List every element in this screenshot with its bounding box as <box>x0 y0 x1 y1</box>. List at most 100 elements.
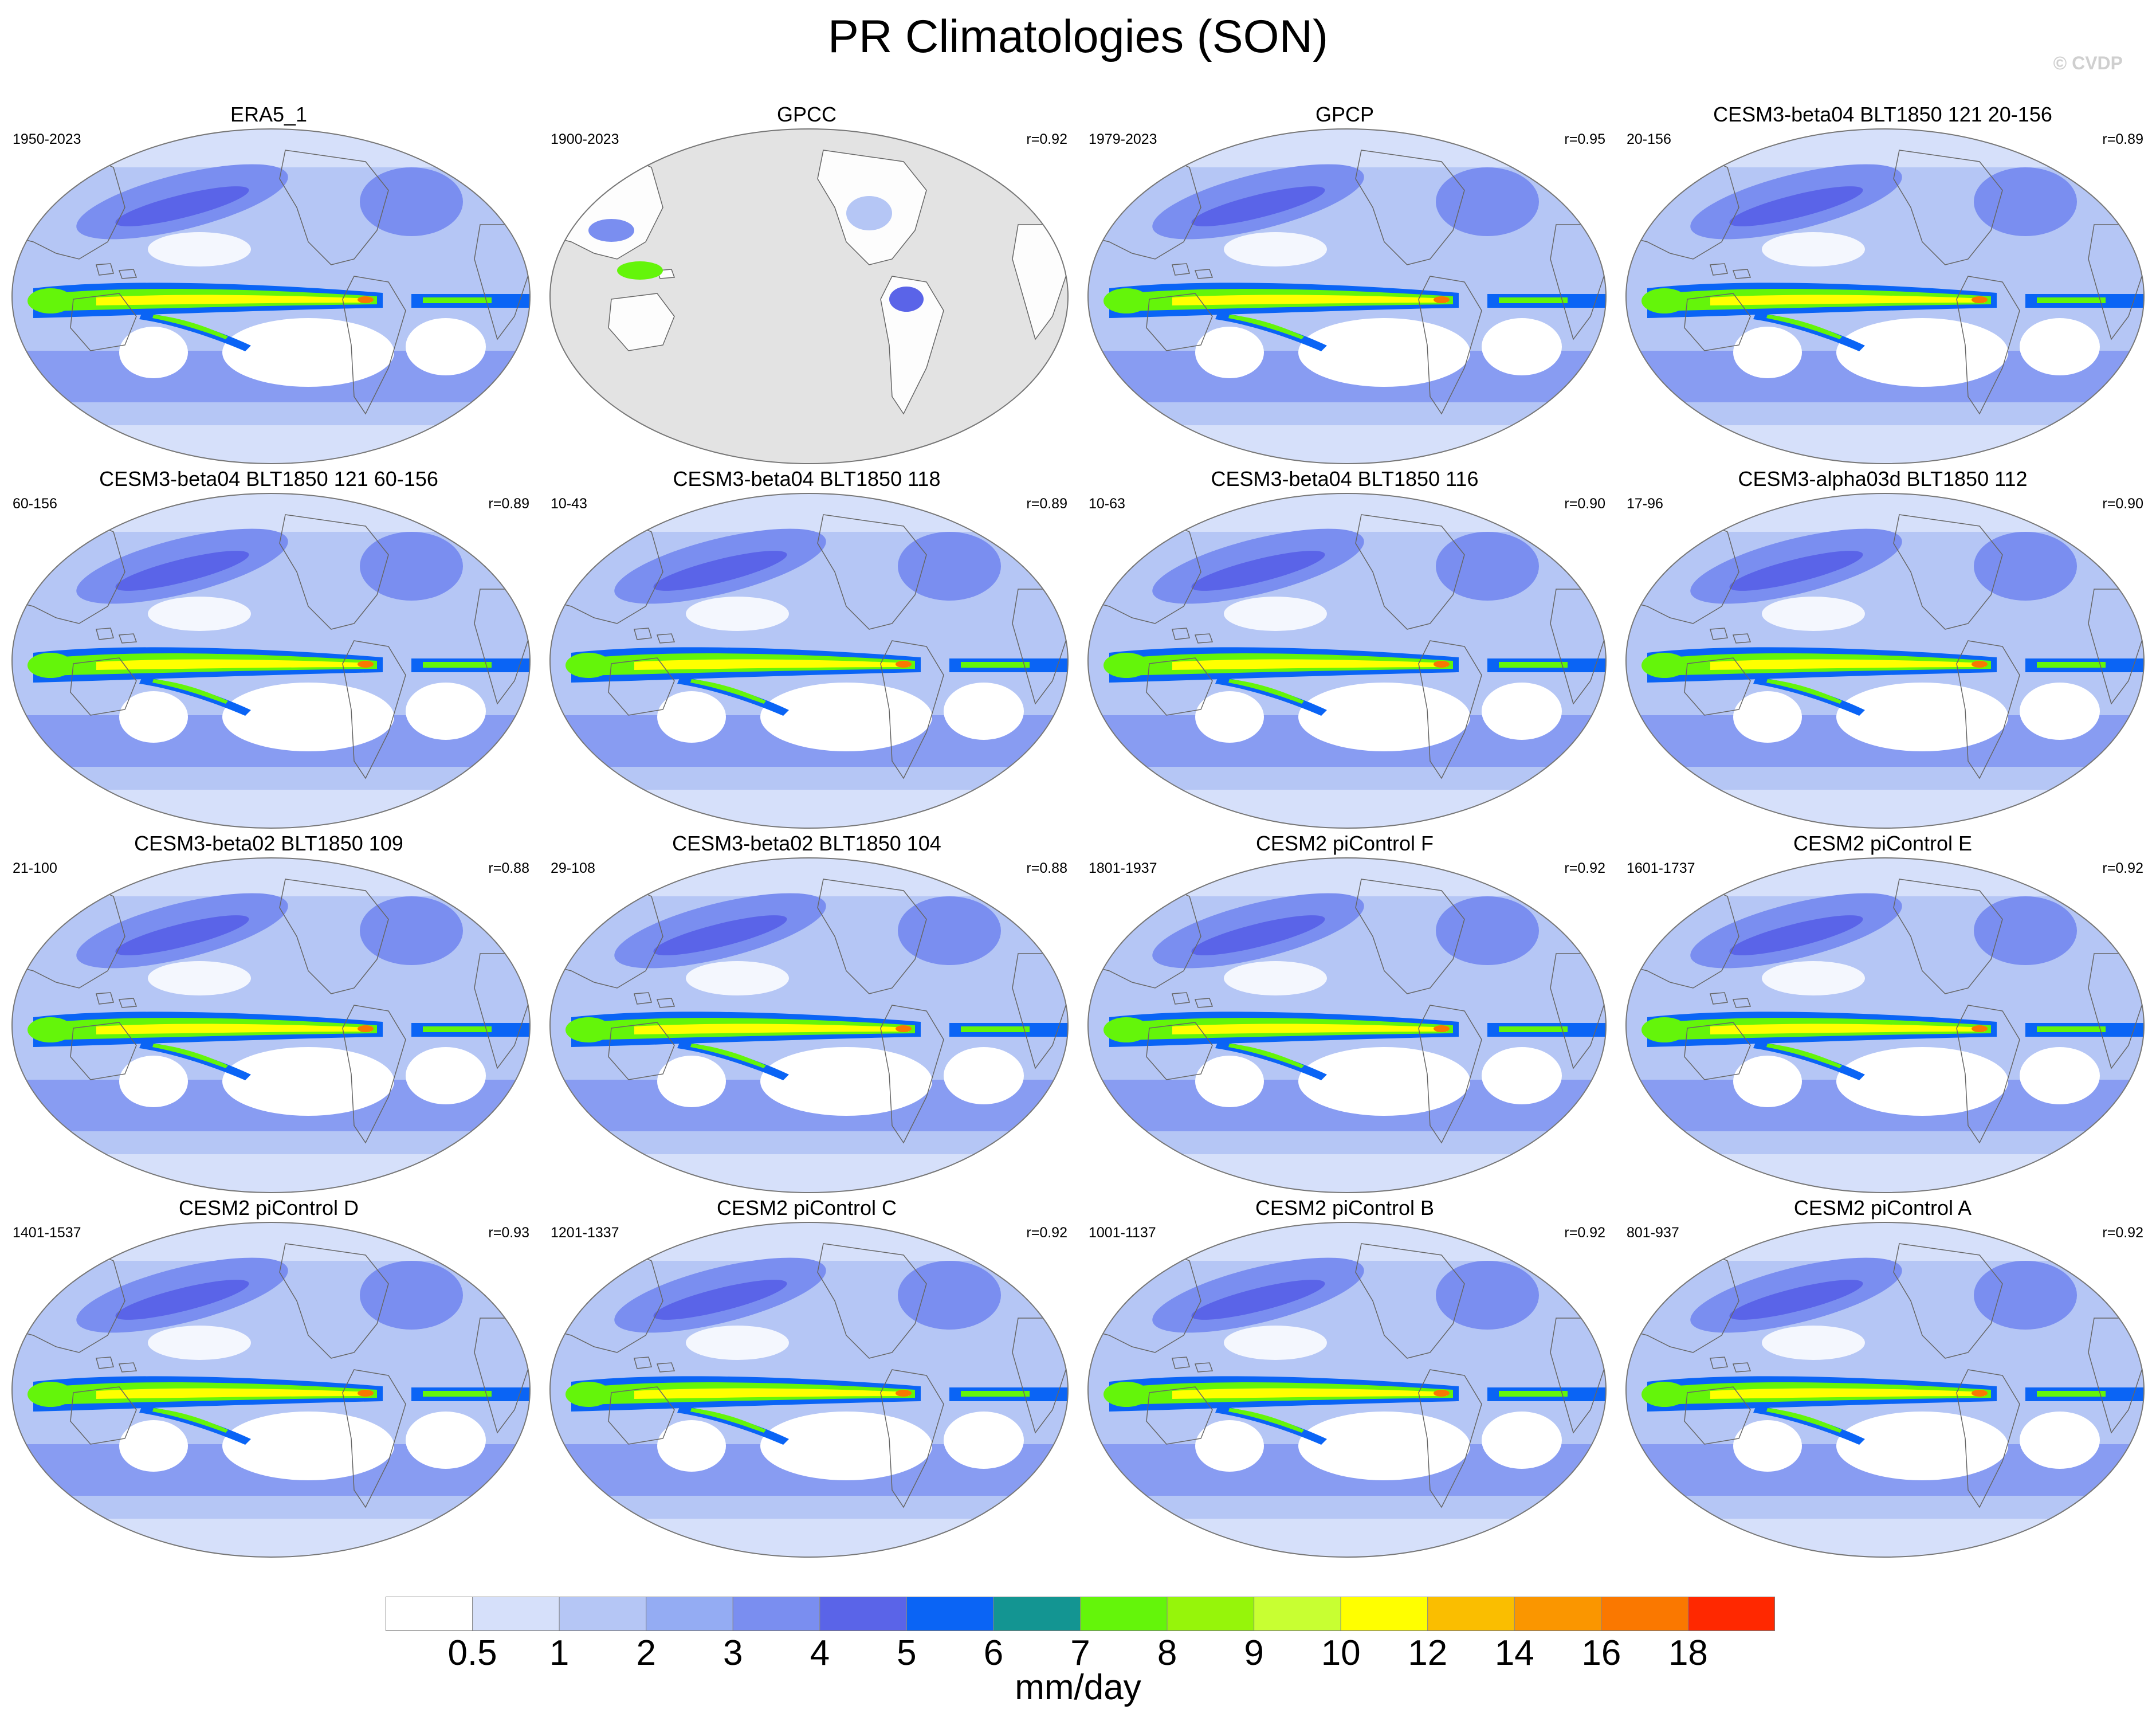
precip-map <box>549 493 1069 829</box>
panel-years: 801-937 <box>1627 1225 1679 1241</box>
precip-map <box>1625 857 2145 1193</box>
colorbar-tick: 7 <box>1070 1633 1090 1673</box>
panel-correlation: r=0.92 <box>1026 131 1067 147</box>
map-panel: CESM3-beta04 BLT1850 118 10-43 r=0.89 <box>541 466 1072 833</box>
precip-map <box>11 128 531 464</box>
panel-correlation: r=0.90 <box>1564 496 1605 512</box>
colorbar-tick: 8 <box>1157 1633 1177 1673</box>
precip-map <box>1087 1222 1607 1558</box>
precip-map <box>549 128 1069 464</box>
colorbar-tick: 5 <box>897 1633 917 1673</box>
colorbar-tick: 1 <box>549 1633 570 1673</box>
panel-years: 1001-1137 <box>1089 1225 1156 1241</box>
cvdp-watermark: © CVDP <box>2053 53 2123 73</box>
precip-map <box>1625 493 2145 829</box>
panel-title: CESM2 piControl F <box>1255 832 1434 855</box>
panel-title: GPCP <box>1315 103 1375 126</box>
panel-years: 10-63 <box>1089 496 1125 512</box>
panel-correlation: r=0.92 <box>2102 1225 2143 1241</box>
panel-years: 20-156 <box>1627 131 1671 147</box>
map-panel: CESM2 piControl E 1601-1737 r=0.92 <box>1617 831 2148 1198</box>
panel-title: CESM2 piControl A <box>1793 1196 1972 1220</box>
colorbar-box <box>472 1597 560 1631</box>
precip-map <box>549 1222 1069 1558</box>
map-panel: CESM2 piControl C 1201-1337 r=0.92 <box>541 1195 1072 1562</box>
map-panel: CESM3-beta04 BLT1850 121 60-156 60-156 r=0… <box>3 466 534 833</box>
colorbar-box <box>386 1597 473 1631</box>
panel-title: CESM3-alpha03d BLT1850 112 <box>1738 467 2028 491</box>
precip-map <box>11 1222 531 1558</box>
panel-years: 1401-1537 <box>13 1225 81 1241</box>
panel-years: 1950-2023 <box>13 131 81 147</box>
map-panel: CESM2 piControl F 1801-1937 r=0.92 <box>1079 831 1610 1198</box>
map-panel: CESM3-alpha03d BLT1850 112 17-96 r=0.90 <box>1617 466 2148 833</box>
precip-map <box>549 857 1069 1193</box>
colorbar-box <box>732 1597 820 1631</box>
colorbar-box <box>993 1597 1081 1631</box>
precip-map <box>1625 1222 2145 1558</box>
colorbar-box <box>906 1597 994 1631</box>
panel-years: 17-96 <box>1627 496 1663 512</box>
colorbar-units: mm/day <box>1015 1668 1141 1707</box>
colorbar <box>386 1597 1775 1631</box>
panel-correlation: r=0.89 <box>488 496 529 512</box>
panel-title: GPCC <box>776 103 837 126</box>
panel-years: 10-43 <box>551 496 587 512</box>
precip-map <box>1625 128 2145 464</box>
panel-years: 1601-1737 <box>1627 860 1695 876</box>
colorbar-box <box>1254 1597 1341 1631</box>
panel-correlation: r=0.89 <box>2102 131 2143 147</box>
panel-years: 1801-1937 <box>1089 860 1157 876</box>
map-panel: ERA5_1 1950-2023 <box>3 102 534 469</box>
colorbar-tick: 14 <box>1494 1633 1534 1673</box>
panel-correlation: r=0.92 <box>2102 860 2143 876</box>
map-panel: CESM2 piControl A 801-937 r=0.92 <box>1617 1195 2148 1562</box>
map-panel: CESM2 piControl B 1001-1137 r=0.92 <box>1079 1195 1610 1562</box>
colorbar-tick: 10 <box>1321 1633 1361 1673</box>
panel-correlation: r=0.93 <box>488 1225 529 1241</box>
panel-title: CESM3-beta04 BLT1850 116 <box>1211 467 1479 491</box>
panel-correlation: r=0.92 <box>1026 1225 1067 1241</box>
colorbar-tick: 18 <box>1668 1633 1708 1673</box>
panel-years: 1979-2023 <box>1089 131 1157 147</box>
panel-correlation: r=0.92 <box>1564 1225 1605 1241</box>
panel-correlation: r=0.95 <box>1564 131 1605 147</box>
colorbar-box <box>1687 1597 1775 1631</box>
colorbar-tick: 12 <box>1408 1633 1448 1673</box>
colorbar-box <box>559 1597 647 1631</box>
panel-title: CESM3-beta02 BLT1850 109 <box>134 832 403 855</box>
panel-title: ERA5_1 <box>230 103 308 126</box>
colorbar-box <box>1601 1597 1688 1631</box>
colorbar-box <box>1080 1597 1168 1631</box>
map-panel: CESM3-beta04 BLT1850 121 20-156 20-156 r=0… <box>1617 102 2148 469</box>
panel-title: CESM2 piControl D <box>178 1196 359 1220</box>
map-panel: GPCP 1979-2023 r=0.95 <box>1079 102 1610 469</box>
colorbar-box <box>819 1597 907 1631</box>
colorbar-tick: 6 <box>983 1633 1004 1673</box>
panel-title: CESM2 piControl C <box>716 1196 897 1220</box>
panel-correlation: r=0.92 <box>1564 860 1605 876</box>
colorbar-tick: 2 <box>636 1633 656 1673</box>
colorbar-tick: 4 <box>810 1633 830 1673</box>
colorbar-tick: 9 <box>1244 1633 1264 1673</box>
panel-correlation: r=0.90 <box>2102 496 2143 512</box>
panel-title: CESM3-beta04 BLT1850 121 20-156 <box>1713 103 2052 126</box>
colorbar-tick: 3 <box>723 1633 743 1673</box>
map-panel: CESM3-beta02 BLT1850 109 21-100 r=0.88 <box>3 831 534 1198</box>
colorbar-box <box>646 1597 733 1631</box>
panel-correlation: r=0.89 <box>1026 496 1067 512</box>
panel-years: 29-108 <box>551 860 595 876</box>
panel-title: CESM3-beta04 BLT1850 118 <box>673 467 941 491</box>
panel-years: 60-156 <box>13 496 57 512</box>
panel-title: CESM2 piControl B <box>1255 1196 1435 1220</box>
map-panel: CESM2 piControl D 1401-1537 r=0.93 <box>3 1195 534 1562</box>
precip-map <box>1087 128 1607 464</box>
panel-correlation: r=0.88 <box>1026 860 1067 876</box>
panel-title: CESM3-beta04 BLT1850 121 60-156 <box>99 467 438 491</box>
panel-years: 1900-2023 <box>551 131 619 147</box>
colorbar-box <box>1167 1597 1255 1631</box>
colorbar-tick: 16 <box>1581 1633 1621 1673</box>
colorbar-box <box>1340 1597 1428 1631</box>
colorbar-boxes <box>386 1597 1775 1631</box>
panel-title: CESM3-beta02 BLT1850 104 <box>672 832 941 855</box>
